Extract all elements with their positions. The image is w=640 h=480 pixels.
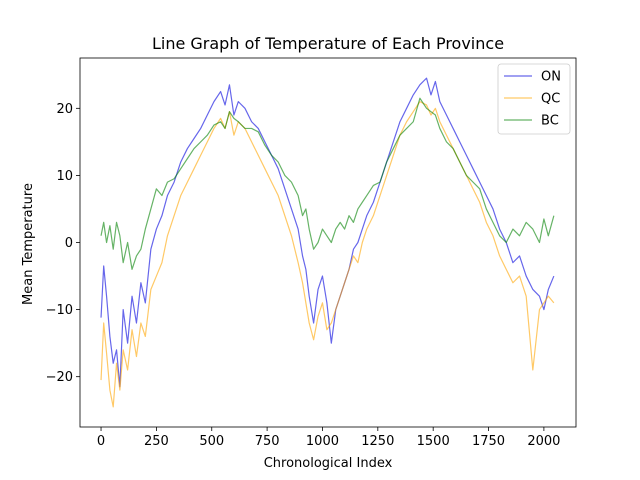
x-axis-title: Chronological Index — [264, 456, 393, 471]
axes: 0 250 500 750 1000 1250 1500 1750 2000 −20 −10 0 10 2… — [46, 57, 577, 449]
series-line-bc — [100, 97, 555, 270]
x-tick-label: 0 — [97, 434, 105, 449]
legend: ON QC BC — [497, 63, 571, 135]
x-tick-label: 1000 — [306, 434, 339, 449]
x-tick-label: 1250 — [361, 434, 394, 449]
series-line-qc — [100, 101, 555, 408]
y-tick-label: 10 — [56, 169, 73, 184]
chart-title: Line Graph of Temperature of Each Provin… — [152, 34, 504, 53]
legend-box — [497, 63, 571, 135]
series-line-on — [100, 77, 555, 388]
x-tick-label: 1750 — [472, 434, 505, 449]
x-tick-label: 250 — [144, 434, 169, 449]
x-tick-label: 1500 — [417, 434, 450, 449]
x-tick-label: 2000 — [527, 434, 560, 449]
y-tick-label: 20 — [56, 102, 73, 117]
x-tick-label: 750 — [255, 434, 280, 449]
legend-label-qc: QC — [541, 92, 560, 107]
y-tick-label: −10 — [46, 303, 73, 318]
x-tick-label: 500 — [199, 434, 224, 449]
legend-label-on: ON — [541, 70, 561, 85]
plot-lines — [100, 77, 555, 408]
legend-label-bc: BC — [541, 114, 559, 129]
y-axis-title: Mean Temperature — [21, 183, 36, 305]
y-tick-label: 0 — [65, 236, 73, 251]
y-tick-label: −20 — [46, 370, 73, 385]
